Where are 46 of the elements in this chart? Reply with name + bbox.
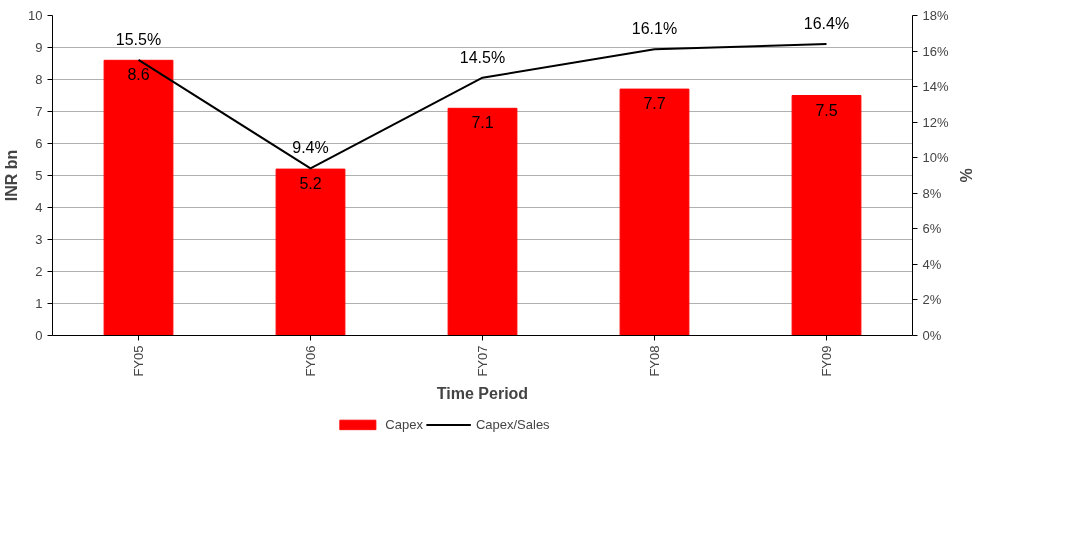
data-label: 16.4%	[803, 14, 850, 32]
data-label: 14.5%	[459, 48, 506, 66]
y2-tick-label: 4%	[922, 256, 942, 272]
data-label: 5.2	[299, 175, 322, 193]
y2-axis-title: %	[956, 168, 974, 183]
legend-label: Capex	[385, 416, 423, 432]
x-tick-label: FY09	[819, 345, 834, 377]
y-tick-label: 8	[35, 72, 43, 87]
bar	[103, 59, 174, 336]
data-label: 7.1	[471, 114, 494, 132]
y2-tick-label: 10%	[922, 150, 949, 166]
data-label: 7.7	[643, 95, 666, 113]
bar	[447, 107, 518, 336]
data-label: 15.5%	[115, 30, 162, 48]
y-tick-label: 1	[35, 296, 43, 311]
y2-tick-label: 14%	[922, 79, 949, 95]
y-tick-label: 3	[35, 232, 43, 247]
data-label: 9.4%	[292, 139, 329, 157]
y-tick-label: 4	[35, 200, 43, 215]
y-axis-title: INR bn	[3, 149, 21, 202]
x-tick-label: FY05	[131, 345, 146, 377]
data-label: 8.6	[127, 66, 150, 84]
y-tick-label: 6	[35, 136, 43, 151]
y2-tick-label: 8%	[922, 185, 942, 201]
data-label: 16.1%	[631, 20, 678, 38]
y-tick-label: 10	[28, 8, 43, 23]
y2-tick-label: 12%	[922, 114, 949, 130]
y2-tick-label: 0%	[922, 328, 942, 343]
y2-tick-label: 16%	[922, 43, 949, 59]
y2-tick-label: 6%	[922, 221, 942, 237]
x-tick-label: FY07	[475, 345, 490, 377]
legend-label: Capex/Sales	[475, 416, 550, 432]
bar	[619, 88, 690, 336]
y2-tick-label: 2%	[922, 292, 942, 308]
data-label: 7.5	[815, 101, 838, 119]
y-tick-label: 0	[35, 328, 43, 343]
bar	[275, 168, 346, 336]
y2-tick-label: 18%	[922, 8, 949, 23]
x-axis-title: Time Period	[436, 384, 529, 402]
y-tick-label: 2	[35, 264, 43, 279]
x-tick-label: FY06	[303, 345, 318, 377]
x-tick-label: FY08	[647, 345, 662, 377]
y-tick-label: 9	[35, 40, 43, 55]
bar	[791, 95, 862, 336]
y-tick-label: 5	[35, 168, 43, 183]
y-tick-label: 7	[35, 104, 43, 119]
